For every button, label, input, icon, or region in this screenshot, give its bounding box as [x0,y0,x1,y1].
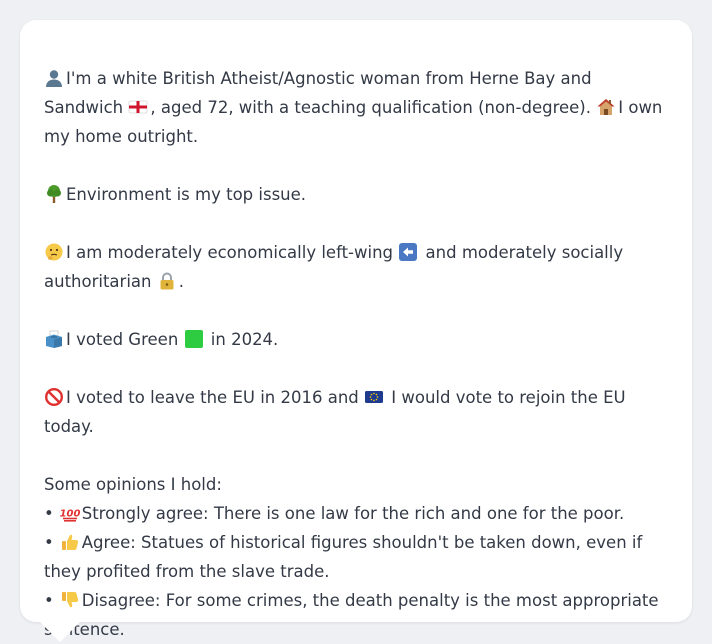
eu-flag-icon [364,387,384,407]
intro-text-1: I'm a white British Atheist/Agnostic wom… [44,69,592,117]
opinion-item: • Disagree: For some crimes, the death pe… [44,586,672,644]
vote-text-2: in 2024. [210,330,279,349]
opinion-stance: Disagree: [81,591,161,610]
prohibited-icon [44,387,64,407]
england-flag-icon [128,97,148,117]
message-bubble: I'm a white British Atheist/Agnostic wom… [20,20,692,639]
thumbs-up-icon [60,532,80,552]
opinion-text: Statues of historical figures shouldn't … [44,533,643,581]
person-icon [44,68,64,88]
intro-text-3: I own my home outright. [44,98,663,146]
eu-text-1: I voted to leave the EU in 2016 and [66,388,359,407]
environment-paragraph: Environment is my top issue. [44,180,672,209]
ballot-box-icon [44,329,64,349]
eu-text-2: I would vote to rejoin the EU today. [44,388,626,436]
economics-text-2: and moderately socially authoritarian [44,243,624,291]
opinion-text: There is one law for the rich and one fo… [213,504,625,523]
intro-paragraph: I'm a white British Atheist/Agnostic wom… [44,64,672,151]
intro-text-2: , aged 72, with a teaching qualification… [150,98,591,117]
bullet: • [44,591,54,610]
economics-text-1: I am moderately economically left-wing [66,243,394,262]
opinion-stance: Strongly agree: [81,504,209,523]
opinion-item: • Agree: Statues of historical figures sh… [44,528,672,586]
left-arrow-icon [398,242,418,262]
bubble-tail [38,620,82,642]
house-icon [596,97,616,117]
green-square-icon [184,329,204,349]
hundred-points-icon: 100 [60,503,80,523]
bullet: • [44,504,54,523]
environment-text: Environment is my top issue. [66,185,307,204]
opinions-heading: Some opinions I hold: [44,475,222,494]
svg-text:100: 100 [60,509,80,520]
vote-paragraph: I voted Green in 2024. [44,325,672,354]
economics-paragraph: I am moderately economically left-wing a… [44,238,672,296]
tree-icon [44,184,64,204]
bullet: • [44,533,54,552]
eu-paragraph: I voted to leave the EU in 2016 and I wo… [44,383,672,441]
opinion-stance: Agree: [81,533,136,552]
thinking-face-icon [44,242,64,262]
economics-text-3: . [178,272,184,291]
opinion-item: • 100 Strongly agree: There is one law for… [44,499,672,528]
vote-text-1: I voted Green [66,330,179,349]
padlock-icon [157,271,177,291]
thumbs-down-icon [60,590,80,610]
